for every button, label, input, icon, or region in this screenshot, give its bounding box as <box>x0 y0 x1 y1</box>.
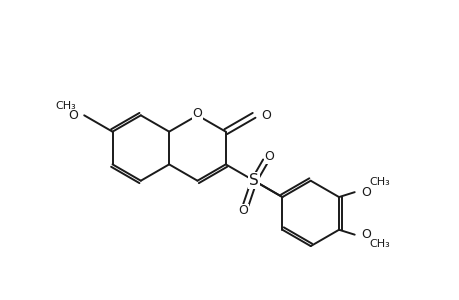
Text: CH₃: CH₃ <box>369 177 389 187</box>
Text: O: O <box>361 228 371 241</box>
Text: CH₃: CH₃ <box>56 100 77 110</box>
Text: S: S <box>249 173 258 188</box>
Text: O: O <box>237 204 247 217</box>
Text: O: O <box>192 107 202 120</box>
Text: O: O <box>264 150 274 164</box>
Text: O: O <box>68 109 78 122</box>
Text: CH₃: CH₃ <box>369 239 389 250</box>
Text: O: O <box>260 109 270 122</box>
Text: O: O <box>361 186 371 199</box>
